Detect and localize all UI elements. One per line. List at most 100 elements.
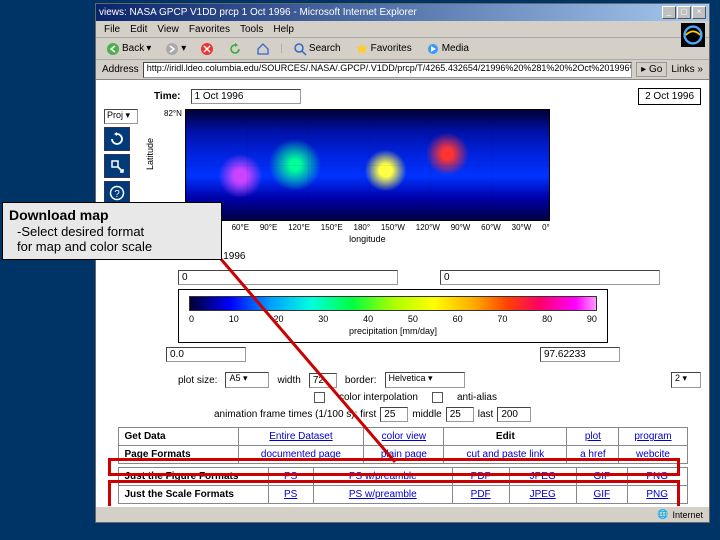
media-label: Media — [442, 43, 469, 54]
scale-jpeg-link[interactable]: JPEG — [530, 489, 556, 500]
status-text: Internet — [672, 510, 703, 520]
range-hi-input[interactable]: 0 — [440, 270, 660, 285]
search-button[interactable]: Search — [289, 40, 345, 58]
nav-table-2: Just the Figure Formats PS PS w/preamble… — [118, 467, 688, 504]
projection-select[interactable]: Proj ▾ — [104, 109, 138, 124]
ie-logo-icon — [681, 23, 705, 47]
map-xticks: 0°30°E60°E 90°E120°E150°E 180°150°W120°W… — [185, 223, 550, 232]
stop-icon — [200, 42, 214, 56]
colorscale-label: precipitation [mm/day] — [189, 326, 597, 336]
width-input[interactable]: 72 — [309, 373, 337, 388]
color-interp-checkbox[interactable] — [314, 392, 325, 403]
reset-button[interactable] — [104, 127, 130, 151]
scale-ps-link[interactable]: PS — [284, 489, 297, 500]
help-icon: ? — [109, 185, 125, 201]
time-input[interactable]: 1 Oct 1996 — [191, 89, 301, 104]
world-map[interactable] — [185, 109, 550, 221]
callout-line2: for map and color scale — [9, 239, 215, 255]
zoom-button[interactable] — [104, 154, 130, 178]
time-label: Time: — [154, 91, 181, 102]
figfmt-hdr: Just the Figure Formats — [118, 468, 268, 486]
scale-psw-link[interactable]: PS w/preamble — [349, 489, 417, 500]
refresh-icon — [228, 42, 242, 56]
media-button[interactable]: Media — [422, 40, 473, 58]
scale-hi-input[interactable]: 97.62233 — [540, 347, 620, 362]
menu-view[interactable]: View — [157, 24, 179, 35]
entire-dataset-link[interactable]: Entire Dataset — [269, 431, 332, 442]
maximize-button[interactable]: ▢ — [677, 6, 691, 19]
back-icon — [106, 42, 120, 56]
zoom-icon — [109, 158, 125, 174]
fig-psw-link[interactable]: PS w/preamble — [349, 471, 417, 482]
address-input[interactable]: http://iridl.ldeo.columbia.edu/SOURCES/.… — [143, 62, 632, 78]
plot-size-label: plot size: — [178, 375, 217, 386]
map-xlabel: longitude — [349, 234, 386, 244]
fig-ps-link[interactable]: PS — [284, 471, 297, 482]
media-icon — [426, 42, 440, 56]
fig-pdf-link[interactable]: PDF — [471, 471, 491, 482]
nav-table-1: Get Data Entire Dataset color view Edit … — [118, 427, 688, 464]
refresh-button[interactable] — [224, 40, 246, 58]
fig-png-link[interactable]: PNG — [646, 471, 668, 482]
scale-png-link[interactable]: PNG — [646, 489, 668, 500]
menu-tools[interactable]: Tools — [240, 24, 263, 35]
antialias-label: anti-alias — [457, 392, 497, 403]
forward-button[interactable]: ▾ — [161, 40, 190, 58]
scale-lo-input[interactable]: 0.0 — [166, 347, 246, 362]
plot-size-select[interactable]: A5 ▾ — [225, 372, 269, 388]
fig-gif-link[interactable]: GIF — [593, 471, 610, 482]
titlebar: views: NASA GPCP V1DD prcp 1 Oct 1996 - … — [96, 4, 709, 21]
menu-edit[interactable]: Edit — [130, 24, 147, 35]
cut-paste-link[interactable]: cut and paste link — [466, 449, 544, 460]
anim-first-input[interactable]: 25 — [380, 407, 408, 422]
anim-mid-input[interactable]: 25 — [446, 407, 474, 422]
window-title: views: NASA GPCP V1DD prcp 1 Oct 1996 - … — [99, 7, 662, 18]
webcite-link[interactable]: webcite — [636, 449, 670, 460]
colorscale: 01020 304050 607080 90 precipitation [mm… — [178, 289, 608, 343]
back-label: Back — [122, 43, 144, 54]
width-label: width — [277, 375, 300, 386]
address-label: Address — [102, 64, 139, 75]
getdata-hdr: Get Data — [118, 428, 238, 446]
home-icon — [256, 42, 270, 56]
antialias-checkbox[interactable] — [432, 392, 443, 403]
favorites-label: Favorites — [371, 43, 412, 54]
internet-zone-icon: 🌐 — [657, 509, 668, 520]
scale-pdf-link[interactable]: PDF — [471, 489, 491, 500]
search-label: Search — [309, 43, 341, 54]
menu-help[interactable]: Help — [273, 24, 294, 35]
statusbar: 🌐 Internet — [96, 506, 709, 522]
thickness-select[interactable]: 2 ▾ — [671, 372, 701, 388]
anim-last-input[interactable]: 200 — [497, 407, 531, 422]
menu-favorites[interactable]: Favorites — [189, 24, 230, 35]
plot-link[interactable]: plot — [585, 431, 601, 442]
time-display: 2 Oct 1996 — [638, 88, 701, 105]
menu-file[interactable]: File — [104, 24, 120, 35]
pagefmt-hdr: Page Formats — [118, 446, 238, 464]
close-button[interactable]: × — [692, 6, 706, 19]
color-view-link[interactable]: color view — [382, 431, 426, 442]
range-lo-input[interactable]: 0 — [178, 270, 398, 285]
plain-page-link[interactable]: plain page — [381, 449, 427, 460]
toolbar: Back ▾ ▾ | Search Favorites Media — [96, 38, 709, 60]
go-button[interactable]: ▸ Go — [636, 62, 667, 77]
anim-label: animation frame times (1/100 s): first — [214, 409, 376, 420]
page-content: Time: 1 Oct 1996 2 Oct 1996 Proj ▾ ? Lat… — [96, 80, 709, 506]
documented-page-link[interactable]: documented page — [261, 449, 341, 460]
callout-line1: -Select desired format — [9, 224, 215, 240]
annotation-callout: Download map -Select desired format for … — [2, 202, 222, 260]
minimize-button[interactable]: _ — [662, 6, 676, 19]
stop-button[interactable] — [196, 40, 218, 58]
links-label[interactable]: Links » — [671, 64, 703, 75]
back-button[interactable]: Back ▾ — [102, 40, 155, 58]
browser-window: views: NASA GPCP V1DD prcp 1 Oct 1996 - … — [95, 3, 710, 523]
fig-jpeg-link[interactable]: JPEG — [530, 471, 556, 482]
ahref-link[interactable]: a href — [580, 449, 606, 460]
program-link[interactable]: program — [634, 431, 671, 442]
font-select[interactable]: Helvetica ▾ — [385, 372, 465, 388]
map-ylabel: Latitude — [145, 138, 155, 170]
scale-gif-link[interactable]: GIF — [593, 489, 610, 500]
favorites-button[interactable]: Favorites — [351, 40, 416, 58]
edit-hdr: Edit — [444, 428, 567, 446]
home-button[interactable] — [252, 40, 274, 58]
